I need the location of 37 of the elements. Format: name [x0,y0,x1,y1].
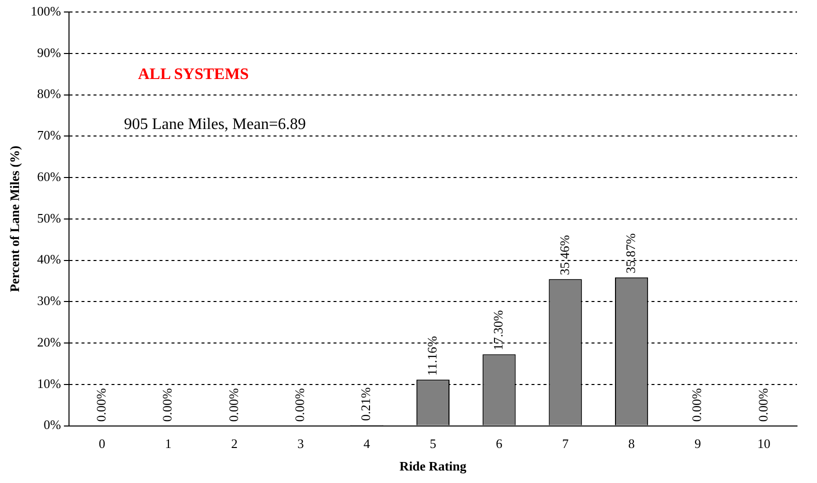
y-tick-label: 90% [37,44,62,60]
x-tick-label: 4 [364,436,371,452]
x-tick-label: 3 [297,436,304,452]
y-tick-label: 20% [37,334,62,350]
y-tick-label: 0% [44,417,62,432]
x-tick-label: 10 [757,436,770,452]
annotation: 905 Lane Miles, Mean=6.89 [124,116,306,134]
data-label: 0.00% [755,388,770,422]
x-tick-label: 8 [628,436,635,452]
y-axis-title: Percent of Lane Miles (%) [7,146,22,292]
data-label: 0.00% [226,388,241,422]
data-label: 0.00% [160,388,175,422]
x-tick-label: 1 [164,436,172,452]
data-label: 35.46% [556,234,572,276]
annotation: ALL SYSTEMS [138,66,249,84]
y-tick-label: 40% [37,252,62,267]
data-label: 11.16% [424,336,440,376]
x-tick-label: 0 [98,436,106,452]
x-tick-label: 9 [694,436,701,452]
y-tick-label: 50% [37,210,62,226]
x-tick-label: 5 [430,436,436,452]
data-label: 0.21% [358,387,374,421]
y-tick-label: 80% [37,86,62,102]
x-axis-title: Ride Rating [400,458,467,474]
data-label: 35.87% [622,233,638,274]
data-label: 17.30% [490,310,506,350]
x-tick-label: 2 [231,436,238,452]
y-tick-label: 10% [37,376,62,391]
x-tick-label: 6 [496,436,503,452]
y-tick-label: 100% [30,3,62,18]
y-tick-label: 70% [37,128,62,143]
data-label: 0.00% [93,388,108,422]
data-label: 0.00% [689,388,704,422]
y-tick-label: 30% [37,293,62,308]
y-tick-label: 60% [37,168,62,184]
data-label: 0.00% [292,388,308,422]
x-tick-label: 7 [562,436,570,452]
